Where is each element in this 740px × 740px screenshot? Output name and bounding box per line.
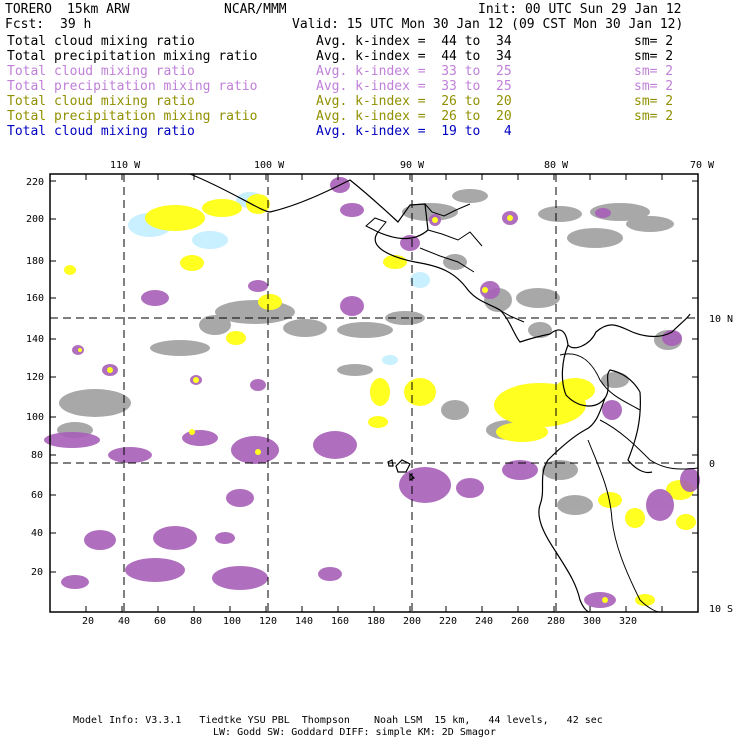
legend-field: Total precipitation mixing ratio <box>7 79 258 94</box>
fcst-label: Fcst: <box>5 17 45 32</box>
legend-field: Total cloud mixing ratio <box>7 64 195 79</box>
x-tick-label: 100 <box>223 616 242 627</box>
legend-kindex: Avg. k-index = 26 to 20 <box>316 94 512 109</box>
coastlines <box>189 173 699 613</box>
x-tick-label: 60 <box>154 616 167 627</box>
model-name: TORERO <box>5 2 52 17</box>
organization: NCAR/MMM <box>224 2 287 17</box>
valid-time: Valid: 15 UTC Mon 30 Jan 12 (09 CST Mon … <box>292 17 684 32</box>
y-tick-label: 120 <box>26 372 45 383</box>
legend-sm: sm= 2 <box>634 94 674 109</box>
lat-label: 0 <box>709 459 716 470</box>
legend-kindex: Avg. k-index = 44 to 34 <box>316 34 512 49</box>
legend-sm: sm= 2 <box>634 49 674 64</box>
purple-cloud-areas <box>44 177 700 608</box>
lat-label: 10 N <box>709 314 734 325</box>
x-tick-label: 40 <box>118 616 131 627</box>
legend-field: Total cloud mixing ratio <box>7 34 195 49</box>
lon-label: 90 W <box>400 160 425 171</box>
lat-label: 10 S <box>709 604 734 615</box>
x-tick-label: 140 <box>295 616 314 627</box>
legend-field: Total cloud mixing ratio <box>7 94 195 109</box>
y-tick-label: 200 <box>26 214 45 225</box>
gray-cloud-areas <box>57 189 682 515</box>
x-tick-label: 240 <box>475 616 494 627</box>
y-tick-label: 160 <box>26 293 45 304</box>
legend-sm: sm= 2 <box>634 34 674 49</box>
x-tick-label: 220 <box>439 616 458 627</box>
model-info-line2: LW: Godd SW: Goddard DIFF: simple KM: 2D… <box>213 727 496 738</box>
tick-marks <box>49 174 698 612</box>
y-tick-label: 20 <box>31 567 44 578</box>
x-tick-label: 160 <box>331 616 350 627</box>
x-tick-label: 80 <box>190 616 203 627</box>
lon-label: 100 W <box>254 160 285 171</box>
y-tick-label: 100 <box>26 412 45 423</box>
legend-sm: sm= 2 <box>634 64 674 79</box>
x-tick-label: 320 <box>619 616 638 627</box>
legend-field: Total precipitation mixing ratio <box>7 109 258 124</box>
legend-kindex: Avg. k-index = 44 to 34 <box>316 49 512 64</box>
legend-sm: sm= 2 <box>634 79 674 94</box>
legend-kindex: Avg. k-index = 33 to 25 <box>316 64 512 79</box>
x-tick-label: 280 <box>547 616 566 627</box>
lon-label: 110 W <box>110 160 141 171</box>
lon-label: 80 W <box>544 160 569 171</box>
y-tick-label: 140 <box>26 334 45 345</box>
legend-sm: sm= 2 <box>634 109 674 124</box>
x-tick-label: 300 <box>583 616 602 627</box>
y-tick-label: 180 <box>26 256 45 267</box>
model-info-line1: Model Info: V3.3.1 Tiedtke YSU PBL Thomp… <box>73 715 603 726</box>
y-tick-label: 220 <box>26 177 45 188</box>
graticule <box>50 174 698 612</box>
y-tick-label: 80 <box>31 450 44 461</box>
lon-label: 70 W <box>690 160 715 171</box>
legend-kindex: Avg. k-index = 26 to 20 <box>316 109 512 124</box>
legend-field: Total cloud mixing ratio <box>7 124 195 139</box>
x-tick-label: 200 <box>403 616 422 627</box>
yellow-cell-cores <box>78 215 608 603</box>
yellow-cloud-areas <box>64 194 696 606</box>
legend-kindex: Avg. k-index = 19 to 4 <box>316 124 512 139</box>
y-tick-label: 60 <box>31 490 44 501</box>
x-tick-label: 20 <box>82 616 95 627</box>
init-time: Init: 00 UTC Sun 29 Jan 12 <box>478 2 682 17</box>
model-resolution: 15km ARW <box>67 2 130 17</box>
x-tick-label: 120 <box>259 616 278 627</box>
x-tick-label: 180 <box>367 616 386 627</box>
x-tick-label: 260 <box>511 616 530 627</box>
legend-field: Total precipitation mixing ratio <box>7 49 258 64</box>
cloud-fields <box>44 177 700 608</box>
y-tick-label: 40 <box>31 528 44 539</box>
legend-kindex: Avg. k-index = 33 to 25 <box>316 79 512 94</box>
fcst-value: 39 h <box>60 17 92 32</box>
